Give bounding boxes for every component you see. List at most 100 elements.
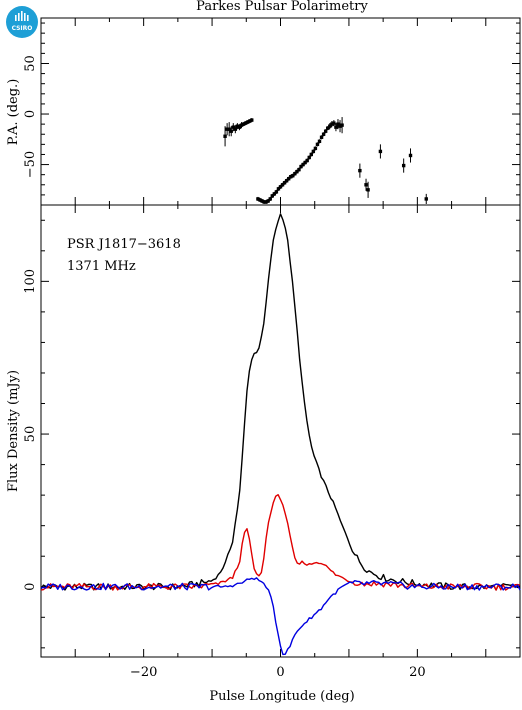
pa-point xyxy=(378,144,383,159)
flux-xlabel: Pulse Longitude (deg) xyxy=(209,689,354,704)
pa-point-marker xyxy=(272,192,277,196)
pa-point xyxy=(256,196,260,201)
pa-point-marker xyxy=(287,177,291,181)
pa-ticks xyxy=(41,18,520,206)
pa-point-marker xyxy=(245,120,250,124)
pa-point xyxy=(330,121,334,128)
pa-point xyxy=(305,158,309,163)
pa-point xyxy=(282,180,287,185)
pa-point-marker xyxy=(311,149,316,154)
pa-point xyxy=(245,120,250,125)
csiro-logo-bars xyxy=(15,11,29,21)
pa-point xyxy=(323,129,328,134)
pa-point xyxy=(311,149,316,154)
pa-point-marker xyxy=(264,200,268,204)
pa-point-marker xyxy=(315,142,320,147)
pa-point-marker xyxy=(278,185,283,189)
pa-point xyxy=(321,132,326,137)
flux-ticks xyxy=(41,205,520,657)
pa-ylabel: P.A. (deg.) xyxy=(6,79,21,146)
flux-ytick-label: 50 xyxy=(23,426,38,443)
flux-line-linear-polarization xyxy=(40,494,521,591)
pa-point-marker xyxy=(223,134,227,138)
pa-point-marker xyxy=(309,152,313,157)
pa-point-marker xyxy=(291,173,295,178)
pa-point-marker xyxy=(282,181,287,185)
pa-point-marker xyxy=(289,174,293,179)
pa-point xyxy=(334,123,338,132)
flux-xtick-labels: −20 0 20 xyxy=(130,665,426,680)
pa-point-marker xyxy=(326,126,330,130)
pa-point-marker xyxy=(262,200,266,204)
pa-point-marker xyxy=(284,179,289,183)
pa-point xyxy=(303,160,307,165)
pa-point xyxy=(270,193,274,198)
pa-point-marker xyxy=(233,127,238,131)
pa-ytick-label: 0 xyxy=(23,110,38,118)
pa-point xyxy=(332,120,336,127)
pa-point-marker xyxy=(229,129,233,133)
pa-point xyxy=(408,148,413,163)
pa-point-marker xyxy=(408,153,413,158)
pa-ytick-label: −50 xyxy=(23,151,38,178)
flux-ytick-labels: 0 50 100 xyxy=(23,269,38,591)
pa-point-marker xyxy=(364,183,368,187)
pa-point xyxy=(239,122,244,129)
pa-point-marker xyxy=(334,125,338,129)
pa-point-marker xyxy=(330,122,334,126)
pa-point xyxy=(233,125,238,134)
chart-title: Parkes Pulsar Polarimetry xyxy=(196,0,368,14)
pa-point xyxy=(326,126,330,131)
pa-point-marker xyxy=(266,199,270,203)
pa-point-marker xyxy=(299,164,303,169)
pa-point xyxy=(272,191,277,196)
pa-point-marker xyxy=(338,124,342,128)
pa-point-marker xyxy=(295,169,299,174)
pa-point xyxy=(313,146,318,151)
pa-point xyxy=(299,164,303,169)
pa-point xyxy=(276,186,281,191)
pa-point-marker xyxy=(268,197,272,201)
pa-point xyxy=(336,119,340,130)
pa-point xyxy=(231,123,235,132)
pa-points xyxy=(223,117,428,204)
pulsar-name-annotation: PSR J1817−3618 xyxy=(67,237,181,252)
pa-point-marker xyxy=(239,123,244,127)
pa-point-marker xyxy=(305,158,309,163)
pa-point xyxy=(235,123,240,130)
pa-point xyxy=(319,135,324,140)
pa-point-marker xyxy=(336,122,340,126)
pa-point-marker xyxy=(321,132,326,136)
csiro-logo-circle xyxy=(6,6,38,38)
pa-point-marker xyxy=(243,121,248,125)
pa-ytick-label: 50 xyxy=(23,55,38,72)
csiro-logo-text: CSIRO xyxy=(12,25,33,32)
flux-ylabel: Flux Density (mJy) xyxy=(6,370,21,492)
pa-point-marker xyxy=(276,187,281,191)
pa-point xyxy=(289,174,293,179)
pa-point-marker xyxy=(293,171,297,176)
pa-point xyxy=(237,124,242,131)
flux-ytick-label: 0 xyxy=(23,583,38,591)
pa-point xyxy=(280,182,285,187)
pa-point-marker xyxy=(301,162,305,167)
pa-point-marker xyxy=(319,135,324,139)
pa-point xyxy=(250,118,254,123)
pa-point-marker xyxy=(424,197,428,201)
pa-point xyxy=(274,189,279,194)
pa-point xyxy=(328,123,332,130)
pa-point xyxy=(241,122,246,127)
pa-point xyxy=(340,117,344,134)
pa-point xyxy=(364,178,368,191)
pa-point-marker xyxy=(401,163,406,168)
flux-panel: 0 50 100 −20 0 20 Flux Density (mJy) Pulse L… xyxy=(6,204,521,704)
pa-point xyxy=(266,198,270,203)
flux-lines xyxy=(40,213,521,656)
pa-point xyxy=(287,176,291,181)
pa-point xyxy=(268,196,272,201)
pa-point-marker xyxy=(358,168,362,173)
pa-point xyxy=(309,152,313,157)
pa-point xyxy=(358,163,362,178)
pa-point xyxy=(262,199,266,204)
